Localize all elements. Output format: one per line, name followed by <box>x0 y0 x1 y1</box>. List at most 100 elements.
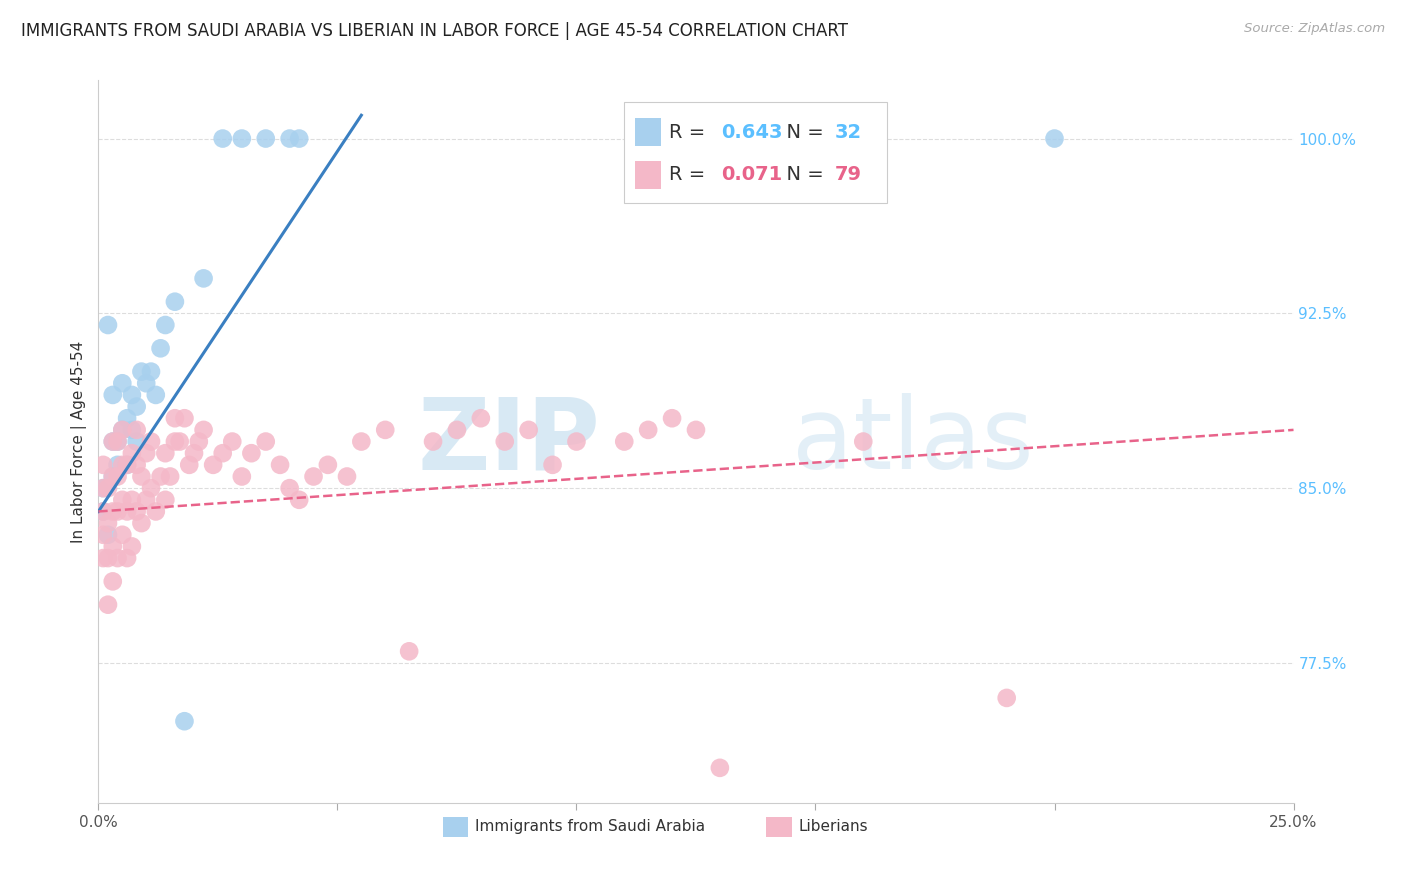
Point <box>278 481 301 495</box>
Text: R =: R = <box>669 123 711 142</box>
Point <box>111 423 134 437</box>
Point <box>101 434 124 449</box>
Point <box>149 341 172 355</box>
Point <box>101 434 124 449</box>
Point <box>517 423 540 437</box>
Point <box>135 492 157 507</box>
Point <box>398 644 420 658</box>
Point <box>613 434 636 449</box>
Point <box>125 504 148 518</box>
Point <box>97 318 120 332</box>
Point <box>155 492 177 507</box>
Text: R =: R = <box>669 165 711 185</box>
Point <box>211 446 233 460</box>
Point <box>145 504 167 518</box>
Point <box>163 411 186 425</box>
Point <box>193 271 215 285</box>
Point <box>302 469 325 483</box>
Point <box>221 434 243 449</box>
Point <box>131 365 153 379</box>
Point <box>139 434 162 449</box>
Point <box>139 481 162 495</box>
Text: Immigrants from Saudi Arabia: Immigrants from Saudi Arabia <box>475 820 706 834</box>
Point <box>107 458 129 472</box>
Point <box>107 551 129 566</box>
Point <box>852 434 875 449</box>
Point <box>101 574 124 589</box>
Point <box>336 469 359 483</box>
Point <box>115 411 138 425</box>
Text: ZIP: ZIP <box>418 393 600 490</box>
Point <box>155 446 177 460</box>
Text: IMMIGRANTS FROM SAUDI ARABIA VS LIBERIAN IN LABOR FORCE | AGE 45-54 CORRELATION : IMMIGRANTS FROM SAUDI ARABIA VS LIBERIAN… <box>21 22 848 40</box>
Point <box>115 504 138 518</box>
Point <box>101 469 124 483</box>
Point <box>111 423 134 437</box>
Point <box>316 458 339 472</box>
Point <box>685 423 707 437</box>
Point <box>115 458 138 472</box>
Point <box>111 528 134 542</box>
Point <box>115 458 138 472</box>
Point <box>288 492 311 507</box>
Point <box>240 446 263 460</box>
Point <box>107 469 129 483</box>
Point <box>107 434 129 449</box>
Point <box>135 376 157 391</box>
Point <box>121 388 143 402</box>
Point <box>173 411 195 425</box>
Point <box>135 446 157 460</box>
Point <box>131 516 153 530</box>
Point <box>107 434 129 449</box>
Point <box>111 492 134 507</box>
Point <box>159 469 181 483</box>
Point <box>193 423 215 437</box>
Point <box>231 469 253 483</box>
Point <box>269 458 291 472</box>
Point <box>254 434 277 449</box>
Point <box>91 481 114 495</box>
Point <box>91 481 114 495</box>
Point <box>111 458 134 472</box>
Point <box>187 434 209 449</box>
Text: atlas: atlas <box>792 393 1033 490</box>
Point <box>97 481 120 495</box>
Point <box>661 411 683 425</box>
Point <box>121 540 143 554</box>
Text: 32: 32 <box>835 123 862 142</box>
Text: N =: N = <box>775 123 830 142</box>
Point <box>278 131 301 145</box>
Point <box>565 434 588 449</box>
Point <box>121 446 143 460</box>
Point <box>121 492 143 507</box>
Point <box>97 528 120 542</box>
Point <box>254 131 277 145</box>
Y-axis label: In Labor Force | Age 45-54: In Labor Force | Age 45-54 <box>72 341 87 542</box>
Point <box>107 504 129 518</box>
Point <box>145 388 167 402</box>
Point <box>1043 131 1066 145</box>
Point <box>494 434 516 449</box>
Point <box>183 446 205 460</box>
Point <box>131 469 153 483</box>
Point <box>179 458 201 472</box>
Point <box>97 551 120 566</box>
Point <box>91 504 114 518</box>
Point <box>163 294 186 309</box>
Point <box>541 458 564 472</box>
Text: 0.071: 0.071 <box>721 165 783 185</box>
Text: 0.643: 0.643 <box>721 123 783 142</box>
Point <box>211 131 233 145</box>
Point <box>125 423 148 437</box>
Point <box>231 131 253 145</box>
Point <box>169 434 191 449</box>
Point <box>125 458 148 472</box>
Text: Source: ZipAtlas.com: Source: ZipAtlas.com <box>1244 22 1385 36</box>
Point <box>995 690 1018 705</box>
Point <box>97 598 120 612</box>
Point <box>91 504 114 518</box>
Point <box>288 131 311 145</box>
Point <box>97 516 120 530</box>
Point <box>173 714 195 729</box>
Point <box>91 528 114 542</box>
